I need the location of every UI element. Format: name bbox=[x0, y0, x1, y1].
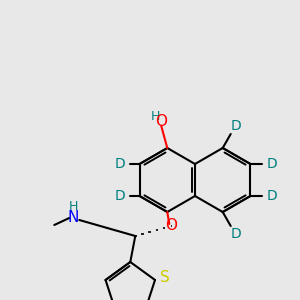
Text: D: D bbox=[230, 119, 241, 133]
Text: O: O bbox=[165, 218, 177, 233]
Text: H: H bbox=[151, 110, 160, 122]
Text: D: D bbox=[114, 157, 125, 171]
Text: S: S bbox=[160, 271, 170, 286]
Text: H: H bbox=[69, 200, 78, 214]
Text: D: D bbox=[114, 189, 125, 203]
Text: D: D bbox=[230, 227, 241, 241]
Text: D: D bbox=[267, 157, 278, 171]
Text: O: O bbox=[155, 113, 167, 128]
Text: D: D bbox=[267, 189, 278, 203]
Text: N: N bbox=[68, 211, 79, 226]
